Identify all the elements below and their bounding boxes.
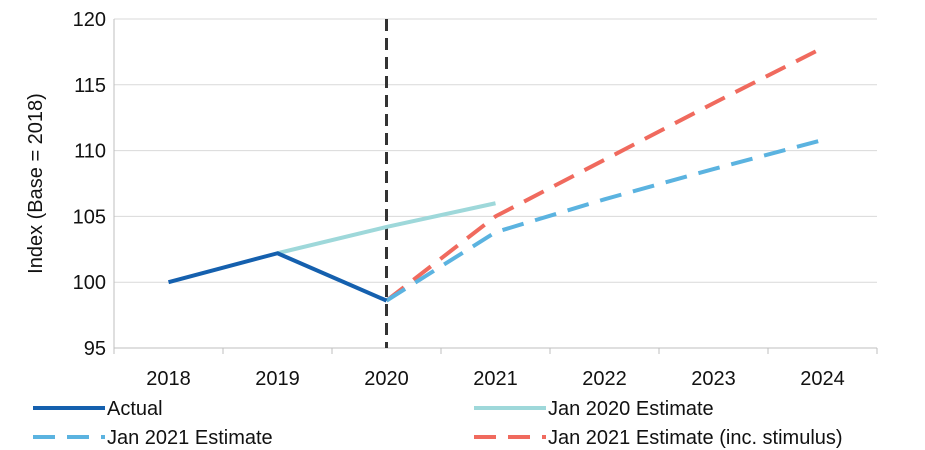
series-line-0 bbox=[167, 251, 388, 303]
y-tick-label: 95 bbox=[84, 338, 106, 360]
x-tick-label: 2023 bbox=[691, 368, 736, 390]
x-tick-label: 2018 bbox=[146, 368, 191, 390]
legend-label: Jan 2020 Estimate bbox=[548, 398, 714, 420]
legend-label: Jan 2021 Estimate bbox=[107, 427, 273, 449]
x-tick-label: 2019 bbox=[255, 368, 300, 390]
x-tick-label: 2021 bbox=[473, 368, 518, 390]
series-line-2 bbox=[385, 138, 824, 303]
series-line-1 bbox=[277, 201, 496, 256]
y-tick-label: 110 bbox=[74, 141, 106, 163]
y-tick-label: 100 bbox=[73, 272, 106, 294]
x-tick-label: 2024 bbox=[800, 368, 845, 390]
series-line-3 bbox=[385, 46, 824, 303]
y-tick-label: 120 bbox=[73, 9, 106, 31]
x-tick-label: 2020 bbox=[364, 368, 409, 390]
x-tick-label: 2022 bbox=[582, 368, 627, 390]
y-tick-label: 115 bbox=[74, 75, 106, 97]
legend-label: Jan 2021 Estimate (inc. stimulus) bbox=[548, 427, 843, 449]
y-axis-title: Index (Base = 2018) bbox=[25, 93, 47, 274]
legend-label: Actual bbox=[107, 398, 163, 420]
y-tick-label: 105 bbox=[73, 206, 106, 228]
